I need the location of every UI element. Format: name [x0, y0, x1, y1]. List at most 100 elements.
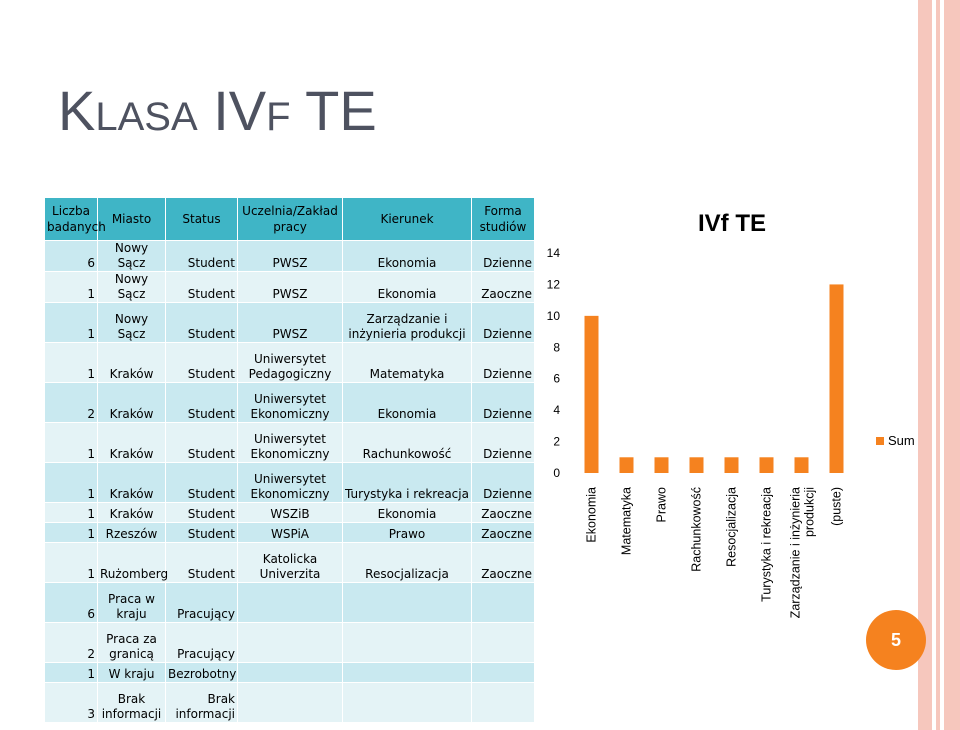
- table-cell: Praca za granicą: [97, 622, 166, 663]
- table-cell: Turystyka i rekreacja: [342, 462, 472, 503]
- table-cell: WSPiA: [237, 522, 343, 543]
- table-cell: [342, 582, 472, 623]
- table-cell: 1: [44, 502, 98, 523]
- table-cell: Rużomberg: [97, 542, 168, 583]
- table-cell: Dzienne: [471, 302, 535, 343]
- table-row: 1 Kraków Student Uniwersytet Ekonomiczny Tur…: [44, 462, 535, 503]
- table-cell: 1: [44, 662, 98, 683]
- legend: Suma: [876, 433, 914, 448]
- decorative-stripe: [944, 0, 960, 730]
- respondents-table: Liczba badanych Miasto Status Uczelnia/Z…: [44, 197, 535, 723]
- table-cell: Student: [165, 502, 238, 523]
- column-header: Uczelnia/Zakład pracy: [237, 197, 343, 241]
- table-cell: 1: [44, 342, 98, 383]
- table-cell: Student: [165, 342, 238, 383]
- table-cell: PWSZ: [237, 271, 343, 303]
- table-row: 6 Nowy Sącz Student PWSZ Ekonomia Dzienne: [44, 240, 535, 272]
- x-category-label: Rachunkowość: [690, 487, 704, 572]
- table-cell: Resocjalizacja: [342, 542, 472, 583]
- table-cell: Ekonomia: [342, 382, 472, 423]
- table-cell: Kraków: [97, 382, 166, 423]
- table-cell: Student: [165, 522, 238, 543]
- table-cell: Nowy Sącz: [97, 240, 166, 272]
- x-category-label: Ekonomia: [585, 487, 599, 543]
- table-cell: Dzienne: [471, 240, 535, 272]
- y-tick-label: 8: [553, 340, 560, 354]
- table-cell: Student: [165, 382, 238, 423]
- table-cell: 2: [44, 622, 98, 663]
- table-cell: Zaoczne: [471, 522, 535, 543]
- table-cell: [471, 622, 535, 663]
- table-cell: Ekonomia: [342, 502, 472, 523]
- x-axis-labels: Ekonomia Matematyka Prawo Rachunkowość Resoc…: [585, 487, 844, 618]
- bar: [724, 457, 739, 473]
- table-cell: Rachunkowość: [342, 422, 472, 463]
- table-cell: Kraków: [97, 422, 166, 463]
- table-cell: W kraju: [97, 662, 166, 683]
- table-cell: 1: [44, 522, 98, 543]
- title-part: IV: [197, 79, 267, 142]
- table-cell: Dzienne: [471, 462, 535, 503]
- table-cell: Kraków: [97, 342, 166, 383]
- table-cell: Kraków: [97, 462, 166, 503]
- x-category-label: Matematyka: [620, 487, 634, 555]
- legend-label: Suma: [888, 433, 914, 448]
- table-cell: 6: [44, 240, 98, 272]
- table-cell: Praca w kraju: [97, 582, 166, 623]
- table-cell: Nowy Sącz: [97, 271, 166, 303]
- y-tick-label: 4: [553, 403, 560, 417]
- table-cell: Student: [165, 422, 238, 463]
- table-cell: [471, 662, 535, 683]
- table-cell: Zaoczne: [471, 542, 535, 583]
- table-cell: Dzienne: [471, 422, 535, 463]
- table-cell: 6: [44, 582, 98, 623]
- x-category-label: Zarządzanie i inżynieriaprodukcji: [789, 487, 817, 618]
- table-cell: [237, 582, 343, 623]
- table-cell: 1: [44, 302, 98, 343]
- table-row: 1 Rużomberg Student Katolicka Univerzita Res…: [44, 542, 535, 583]
- table-cell: Uniwersytet Ekonomiczny: [237, 462, 343, 503]
- y-axis: 0 2 4 6 8 10 12 14: [547, 246, 561, 480]
- table-cell: [342, 622, 472, 663]
- bar: [794, 457, 809, 473]
- table-row: 2 Kraków Student Uniwersytet Ekonomiczny Eko…: [44, 382, 535, 423]
- table-row: 1 Kraków Student WSZiB Ekonomia Zaoczne: [44, 502, 535, 523]
- table-cell: Pracujący: [165, 582, 238, 623]
- table-cell: Pracujący: [165, 622, 238, 663]
- bar: [654, 457, 669, 473]
- y-tick-label: 10: [547, 309, 561, 323]
- x-category-label: Turystyka i rekreacja: [760, 487, 774, 602]
- table-row: 1 Nowy Sącz Student PWSZ Zarządzanie i inżyn…: [44, 302, 535, 343]
- table-cell: Student: [165, 302, 238, 343]
- table-cell: [342, 662, 472, 683]
- table-cell: [471, 582, 535, 623]
- table-cell: Uniwersytet Ekonomiczny: [237, 382, 343, 423]
- table-cell: 1: [44, 422, 98, 463]
- table-cell: Ekonomia: [342, 240, 472, 272]
- table-cell: Uniwersytet Pedagogiczny: [237, 342, 343, 383]
- bar: [759, 457, 774, 473]
- table-row: 2 Praca za granicą Pracujący: [44, 622, 535, 663]
- table-cell: Zaoczne: [471, 271, 535, 303]
- bars: [584, 284, 844, 473]
- table-cell: 1: [44, 462, 98, 503]
- table-cell: Student: [165, 462, 238, 503]
- table-cell: Brak informacji: [165, 682, 238, 723]
- title-part: K: [58, 79, 96, 142]
- table-cell: Uniwersytet Ekonomiczny: [237, 422, 343, 463]
- y-tick-label: 12: [547, 277, 561, 291]
- title-part: F: [266, 95, 291, 139]
- table-cell: Zarządzanie i inżynieria produkcji: [342, 302, 472, 343]
- table-cell: PWSZ: [237, 302, 343, 343]
- table-cell: 1: [44, 271, 98, 303]
- page-number-badge: 5: [866, 610, 926, 670]
- y-tick-label: 0: [553, 466, 560, 480]
- table-cell: Zaoczne: [471, 502, 535, 523]
- x-category-label-line: produkcji: [803, 487, 817, 537]
- table-cell: [237, 622, 343, 663]
- table-row: 3 Brak informacji Brak informacji: [44, 682, 535, 723]
- slide-title: KLASA IVF TE: [58, 78, 377, 143]
- table-cell: 2: [44, 382, 98, 423]
- table-cell: [471, 682, 535, 723]
